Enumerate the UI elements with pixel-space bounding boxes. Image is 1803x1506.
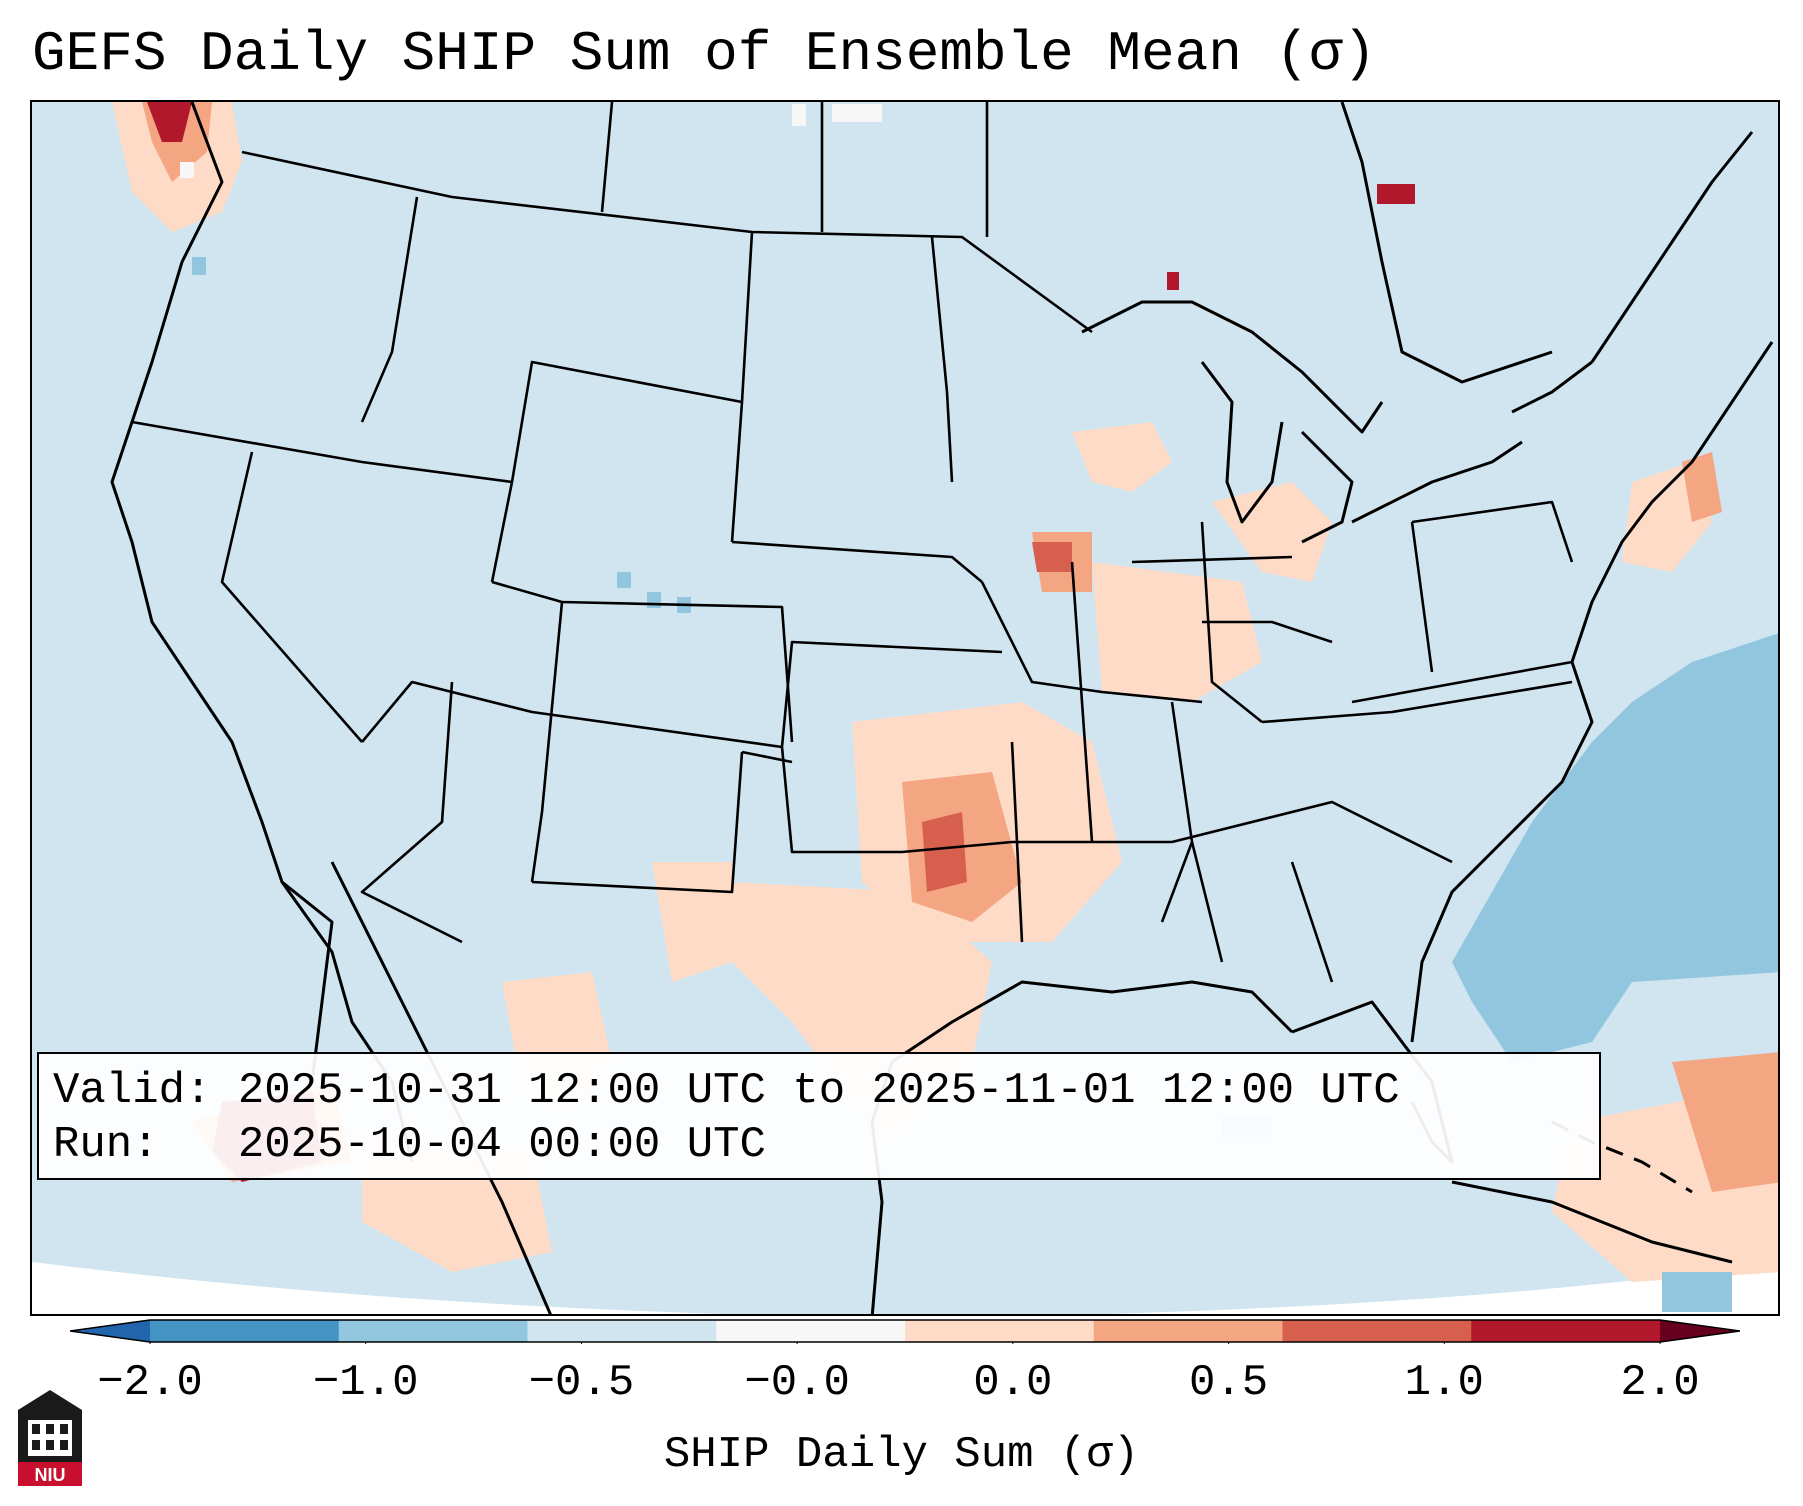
colorbar-label: SHIP Daily Sum (σ): [663, 1430, 1140, 1480]
colorbar-extend-low: [70, 1320, 150, 1342]
colorbar-segment: [338, 1320, 528, 1342]
colorbar-tick-label: −0.5: [528, 1358, 635, 1408]
atlantic-negative-anomaly: [1452, 633, 1778, 1062]
colorbar-segment: [1093, 1320, 1283, 1342]
colorbar-segment: [1471, 1320, 1661, 1342]
colorbar-tick-label: 0.5: [1188, 1358, 1269, 1408]
colorbar-extend-high: [1660, 1320, 1740, 1342]
colorbar-border: [70, 1319, 1740, 1343]
colorbar-tick-label: −2.0: [97, 1358, 203, 1408]
projection-edge-right: [1107, 1262, 1778, 1314]
validity-info-box: Valid: 2025-10-31 12:00 UTC to 2025-11-0…: [37, 1052, 1601, 1180]
colorbar: [70, 1319, 1740, 1344]
colorbar-tick-label: 1.0: [1404, 1358, 1484, 1408]
colorbar-segment: [527, 1320, 717, 1342]
colorbar-segment: [716, 1320, 906, 1342]
positive-anomaly-strong: [922, 542, 1072, 892]
colorbar-tick-label: 2.0: [1620, 1358, 1700, 1408]
colorbar-ticks: −2.0 −1.0 −0.5 −0.0 0.0 0.5 1.0 2.0: [0, 1358, 1803, 1418]
logo-text: NIU: [35, 1465, 66, 1485]
run-time-line: Run: 2025-10-04 00:00 UTC: [53, 1120, 766, 1170]
colorbar-tick-label: −0.0: [744, 1358, 850, 1408]
niu-logo: NIU: [18, 1390, 82, 1486]
chart-title: GEFS Daily SHIP Sum of Ensemble Mean (σ): [32, 22, 1377, 86]
colorbar-segment: [905, 1320, 1095, 1342]
colorbar-tick-label: −1.0: [312, 1358, 419, 1408]
colorbar-tick-label: 0.0: [973, 1358, 1053, 1408]
valid-time-line: Valid: 2025-10-31 12:00 UTC to 2025-11-0…: [53, 1066, 1400, 1116]
colorbar-segment: [1282, 1320, 1472, 1342]
colorbar-segment: [150, 1320, 340, 1342]
projection-edge-left: [32, 1262, 722, 1314]
colorbar-segments: [149, 1320, 1661, 1344]
neutral-specks: [180, 104, 882, 178]
state-borders: [131, 102, 1574, 983]
